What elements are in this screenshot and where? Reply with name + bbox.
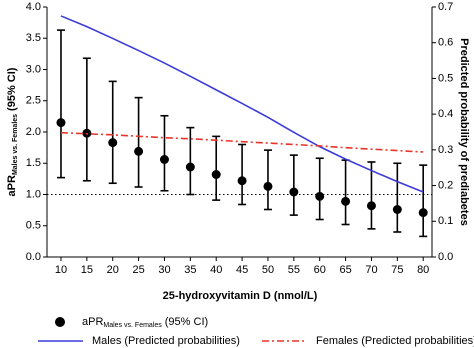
y2-tick-label: 0.4 — [438, 108, 453, 120]
point — [366, 201, 376, 211]
point — [392, 205, 402, 214]
point — [341, 196, 351, 206]
legend-label: Females (Predicted probabilities) — [316, 335, 474, 347]
point — [315, 191, 325, 201]
point — [237, 176, 247, 186]
y-tick-label: 0.0 — [26, 251, 41, 263]
x-tick-label: 25 — [132, 264, 144, 276]
legend-label-suffix: (95% CI) — [165, 316, 208, 328]
point — [263, 181, 273, 191]
point — [185, 162, 195, 172]
line — [60, 15, 424, 193]
y-tick-label: 1.5 — [26, 157, 41, 169]
y2-tick-label: 0.7 — [438, 1, 453, 13]
x-tick-label: 70 — [365, 264, 377, 276]
line — [60, 131, 424, 153]
point — [211, 170, 221, 179]
x-tick-label: 45 — [236, 264, 248, 276]
y2-tick-label: 0.0 — [438, 251, 453, 263]
y-title-main: aPR — [6, 175, 18, 196]
x-tick-label: 55 — [288, 264, 300, 276]
x-tick-label: 35 — [184, 264, 196, 276]
y-tick-label: 2.0 — [26, 126, 41, 138]
y-title-sub: Males vs. Females — [12, 114, 19, 175]
y2-tick-label: 0.6 — [438, 37, 453, 49]
legend-label: aPRMales vs. Females (95% CI) — [82, 316, 208, 329]
point — [56, 118, 66, 128]
x-tick-label: 60 — [314, 264, 326, 276]
y-tick-label: 4.0 — [26, 1, 41, 13]
y-tick-label: 0.5 — [26, 220, 41, 232]
y-tick-label: 1.0 — [26, 188, 41, 200]
y-tick-label: 2.5 — [26, 95, 41, 107]
legend-label-main: aPR — [82, 316, 103, 328]
legend-label-sub: Males vs. Females — [103, 322, 162, 329]
legend-marker — [55, 317, 65, 327]
y-tick-label: 3.5 — [26, 32, 41, 44]
y-axis-title: aPRMales vs. Females (95% CI) — [6, 67, 19, 196]
point — [418, 208, 428, 218]
x-tick-label: 40 — [210, 264, 222, 276]
x-tick-label: 50 — [262, 264, 274, 276]
y2-tick-label: 0.5 — [438, 72, 453, 84]
point — [108, 138, 118, 148]
y-tick-label: 3.0 — [26, 63, 41, 75]
x-tick-label: 20 — [107, 264, 119, 276]
y2-tick-label: 0.3 — [438, 144, 453, 156]
x-tick-label: 30 — [158, 264, 170, 276]
x-axis-title: 25-hydroxyvitamin D (nmol/L) — [163, 290, 318, 302]
y-title-suffix: (95% CI) — [6, 67, 18, 111]
x-tick-label: 75 — [391, 264, 403, 276]
y2-axis-title: Predicted probability of prediabetes — [458, 38, 470, 226]
point — [134, 146, 144, 156]
x-tick-label: 15 — [81, 264, 93, 276]
legend-label: Males (Predicted probabilities) — [92, 335, 240, 347]
x-tick-label: 65 — [339, 264, 351, 276]
x-tick-label: 80 — [417, 264, 429, 276]
y2-tick-label: 0.2 — [438, 179, 453, 191]
y2-tick-label: 0.1 — [438, 215, 453, 227]
x-tick-label: 10 — [55, 264, 67, 276]
point — [289, 187, 299, 197]
point — [159, 155, 169, 164]
